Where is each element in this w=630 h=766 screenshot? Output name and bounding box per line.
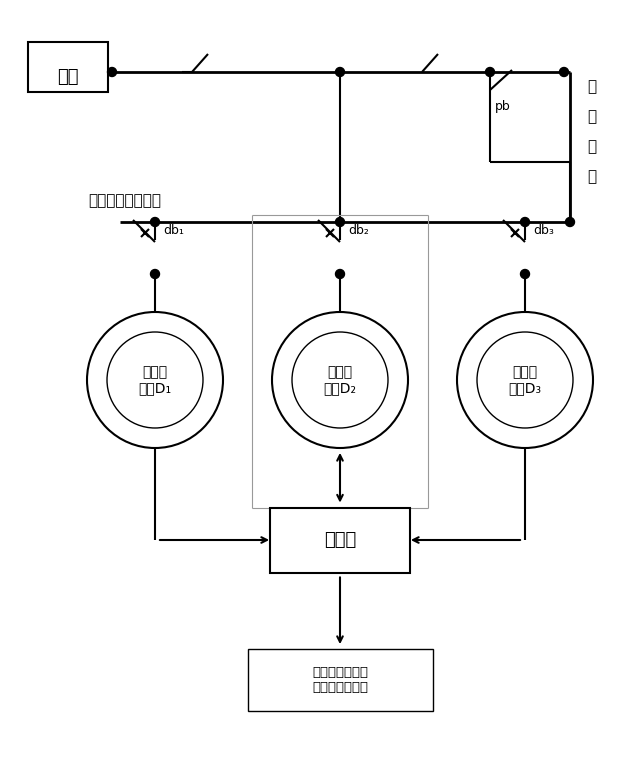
- FancyBboxPatch shape: [28, 42, 108, 92]
- Text: 控制器: 控制器: [324, 531, 356, 549]
- Circle shape: [566, 218, 575, 227]
- Text: 上位机显示控制
效果与状态检测: 上位机显示控制 效果与状态检测: [312, 666, 368, 694]
- Text: 线: 线: [587, 169, 597, 185]
- Text: db₃: db₃: [533, 224, 554, 237]
- Text: 柴油发
电机D₁: 柴油发 电机D₁: [139, 365, 171, 395]
- Circle shape: [457, 312, 593, 448]
- Circle shape: [272, 312, 408, 448]
- Text: 母: 母: [587, 139, 597, 155]
- Text: 柴油发电机组母线: 柴油发电机组母线: [88, 193, 161, 208]
- Circle shape: [559, 67, 568, 77]
- Circle shape: [336, 270, 345, 279]
- Circle shape: [486, 67, 495, 77]
- Circle shape: [107, 332, 203, 428]
- Circle shape: [520, 270, 529, 279]
- FancyBboxPatch shape: [270, 508, 410, 572]
- Text: 柴油发
电机D₂: 柴油发 电机D₂: [323, 365, 357, 395]
- Text: pb: pb: [495, 100, 511, 113]
- Circle shape: [336, 218, 345, 227]
- Circle shape: [292, 332, 388, 428]
- Text: 网: 网: [587, 110, 597, 125]
- Circle shape: [151, 270, 159, 279]
- Circle shape: [336, 67, 345, 77]
- Text: 柴油发
电机D₃: 柴油发 电机D₃: [508, 365, 542, 395]
- FancyBboxPatch shape: [248, 649, 433, 711]
- Circle shape: [151, 218, 159, 227]
- Circle shape: [520, 218, 529, 227]
- Text: db₂: db₂: [348, 224, 369, 237]
- Text: 负荷: 负荷: [57, 68, 79, 86]
- Circle shape: [108, 67, 117, 77]
- Text: db₁: db₁: [163, 224, 184, 237]
- Circle shape: [477, 332, 573, 428]
- Circle shape: [87, 312, 223, 448]
- Text: 电: 电: [587, 80, 597, 94]
